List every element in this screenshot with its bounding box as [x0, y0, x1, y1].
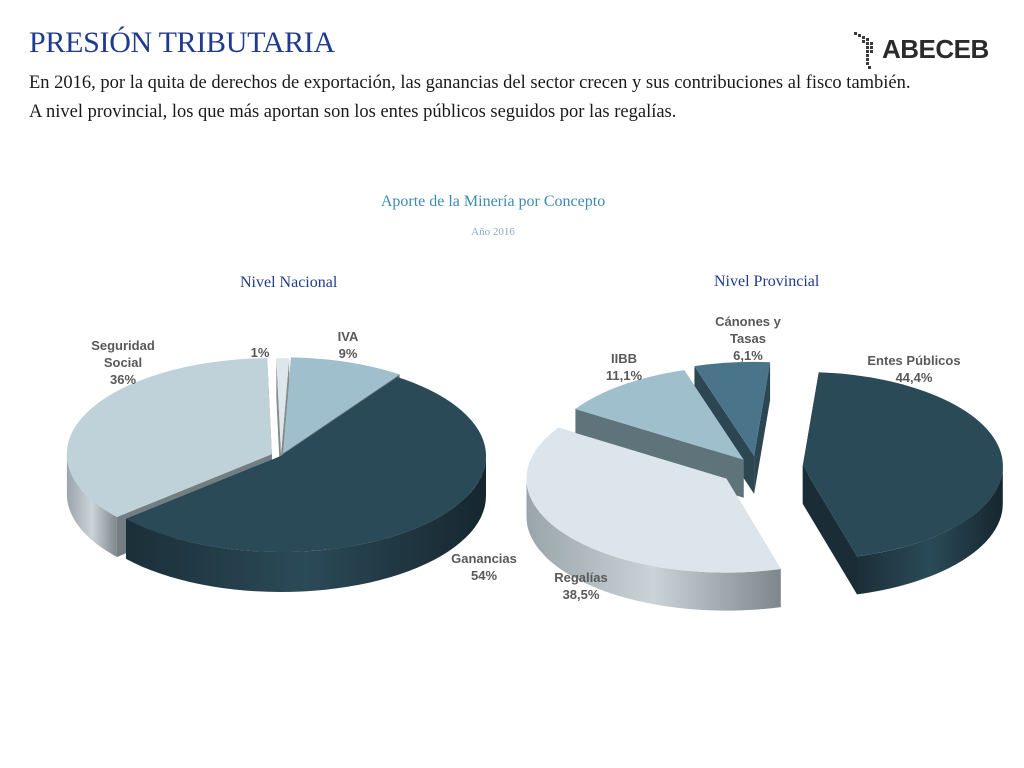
chart-subtitle: Año 2016 [471, 226, 515, 238]
pie-1-data-label: Cánones y Tasas 6,1% [715, 314, 782, 363]
pie-0-slice-ganancias [126, 377, 487, 553]
pie-0-data-label: Seguridad Social 36% [91, 338, 155, 387]
subtitle-line-2: A nivel provincial, los que más aportan … [29, 102, 677, 122]
pie-1-slice-cut [754, 362, 771, 494]
pie-1-slice-entes-públicos [802, 372, 1003, 557]
abeceb-logo: ABECEB [852, 30, 992, 72]
logo-text: ABECEB [882, 34, 989, 64]
pie-0-slice-other [276, 358, 290, 455]
chart-title: Aporte de la Minería por Concepto [380, 193, 606, 210]
pie-0-data-label: IVA 9% [338, 329, 359, 361]
pie-1-slice-wall [857, 465, 1003, 595]
pie-1-data-label: Regalías 38,5% [554, 570, 607, 602]
pie-0-data-label: 1% [251, 345, 270, 360]
pie-0-data-label: Ganancias 54% [451, 551, 517, 583]
pie-1-slice-iibb [575, 370, 744, 460]
pie-1-slice-regalías [526, 427, 781, 573]
pie-title-nacional: Nivel Nacional [240, 274, 338, 291]
pie-0-slice-wall [126, 455, 486, 592]
pie-1-slice-cut [802, 465, 858, 595]
pie-1-data-label: Entes Públicos 44,4% [867, 353, 960, 385]
pie-1-data-label: IIBB 11,1% [606, 351, 643, 383]
latam-map-icon [854, 32, 873, 69]
pie-0-slice-wall [66, 453, 117, 557]
pie-1-slice-wall [526, 477, 781, 611]
pie-0-slice-seguridad-social [66, 358, 272, 517]
page-title: PRESIÓN TRIBUTARIA [29, 26, 335, 59]
pie-title-provincial: Nivel Provincial [714, 273, 820, 290]
pie-1-slice-cánones-y-tasas [694, 361, 771, 456]
pie-0-slice-iva [282, 357, 400, 454]
subtitle-line-1: En 2016, por la quita de derechos de exp… [29, 73, 911, 93]
